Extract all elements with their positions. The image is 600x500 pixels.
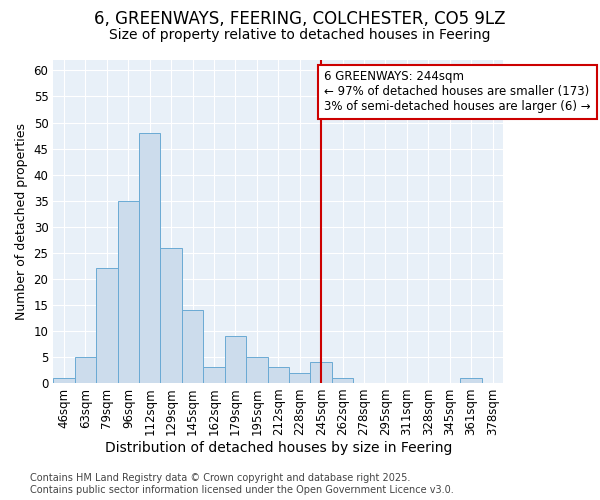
Bar — [203, 368, 225, 383]
Text: Contains HM Land Registry data © Crown copyright and database right 2025.
Contai: Contains HM Land Registry data © Crown c… — [30, 474, 454, 495]
Bar — [53, 378, 75, 383]
Bar — [96, 268, 118, 383]
Bar — [332, 378, 353, 383]
Bar — [246, 357, 268, 383]
Bar — [225, 336, 246, 383]
Bar — [268, 368, 289, 383]
X-axis label: Distribution of detached houses by size in Feering: Distribution of detached houses by size … — [104, 441, 452, 455]
Bar — [310, 362, 332, 383]
Text: Size of property relative to detached houses in Feering: Size of property relative to detached ho… — [109, 28, 491, 42]
Bar — [139, 133, 160, 383]
Bar — [160, 248, 182, 383]
Text: 6 GREENWAYS: 244sqm
← 97% of detached houses are smaller (173)
3% of semi-detach: 6 GREENWAYS: 244sqm ← 97% of detached ho… — [325, 70, 591, 114]
Bar — [289, 372, 310, 383]
Y-axis label: Number of detached properties: Number of detached properties — [15, 123, 28, 320]
Bar — [75, 357, 96, 383]
Bar — [182, 310, 203, 383]
Bar — [460, 378, 482, 383]
Bar — [118, 200, 139, 383]
Text: 6, GREENWAYS, FEERING, COLCHESTER, CO5 9LZ: 6, GREENWAYS, FEERING, COLCHESTER, CO5 9… — [94, 10, 506, 28]
